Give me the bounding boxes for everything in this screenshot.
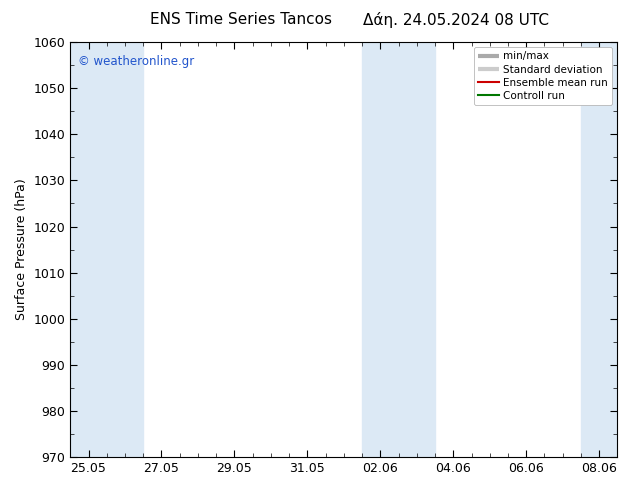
Text: Δάη. 24.05.2024 08 UTC: Δάη. 24.05.2024 08 UTC	[363, 12, 550, 28]
Bar	[581, 42, 618, 457]
Text: © weatheronline.gr: © weatheronline.gr	[79, 54, 195, 68]
Text: ENS Time Series Tancos: ENS Time Series Tancos	[150, 12, 332, 27]
Y-axis label: Surface Pressure (hPa): Surface Pressure (hPa)	[15, 179, 28, 320]
Bar	[362, 42, 435, 457]
Bar	[70, 42, 143, 457]
Legend: min/max, Standard deviation, Ensemble mean run, Controll run: min/max, Standard deviation, Ensemble me…	[474, 47, 612, 105]
